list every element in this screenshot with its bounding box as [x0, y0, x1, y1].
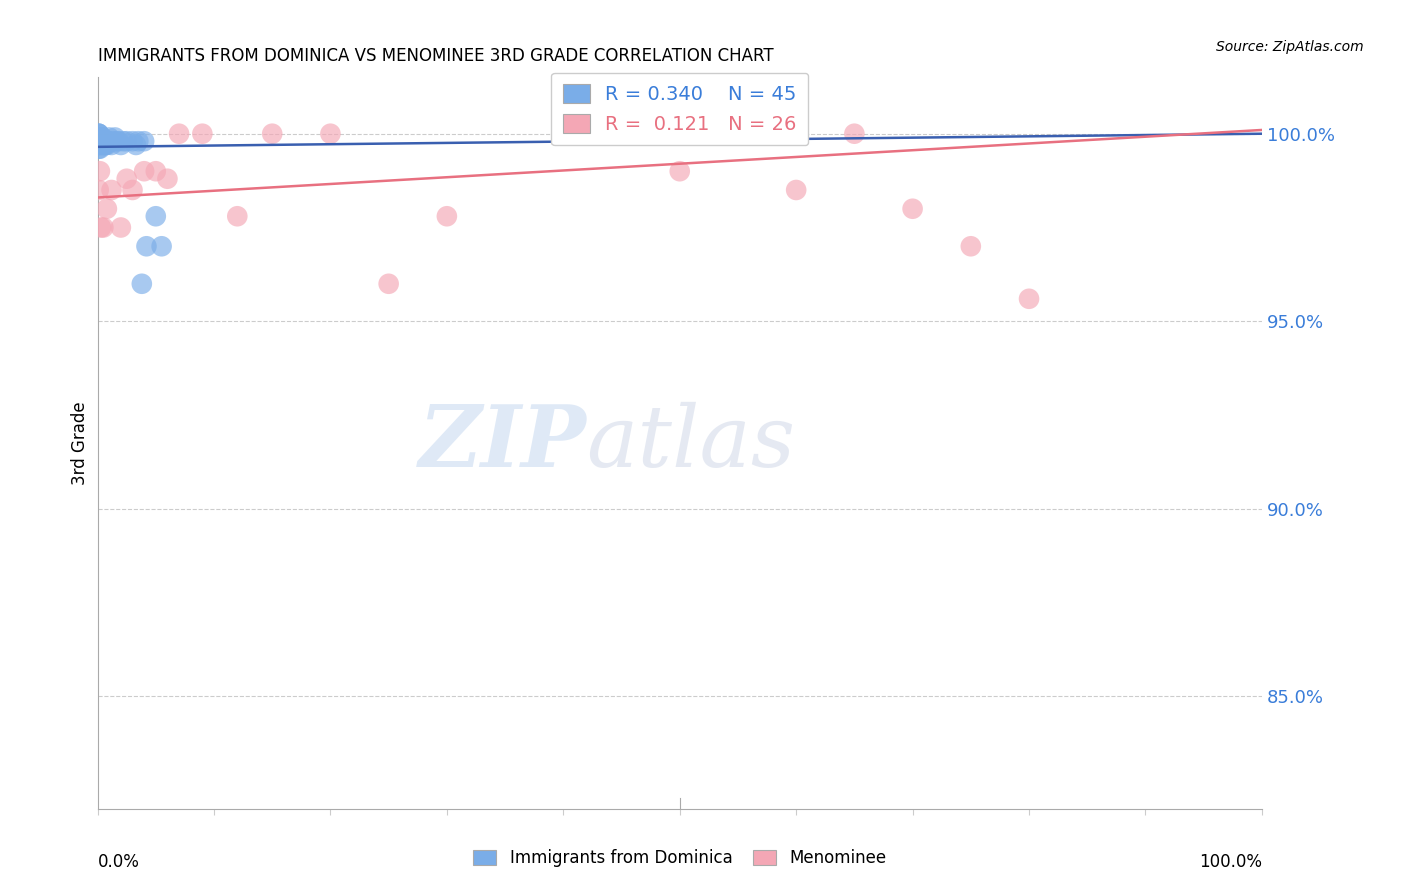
- Point: [226, 209, 249, 223]
- Point: [134, 164, 156, 178]
- Point: [135, 239, 157, 253]
- Text: IMMIGRANTS FROM DOMINICA VS MENOMINEE 3RD GRADE CORRELATION CHART: IMMIGRANTS FROM DOMINICA VS MENOMINEE 3R…: [97, 46, 773, 65]
- Point: [93, 134, 115, 148]
- Point: [553, 127, 575, 141]
- Point: [156, 171, 179, 186]
- Point: [436, 209, 458, 223]
- Point: [93, 138, 115, 153]
- Point: [377, 277, 399, 291]
- Point: [110, 220, 132, 235]
- Point: [145, 209, 167, 223]
- Point: [89, 130, 111, 145]
- Point: [145, 164, 167, 178]
- Point: [89, 130, 111, 145]
- Point: [97, 134, 120, 148]
- Point: [87, 127, 110, 141]
- Point: [96, 202, 118, 216]
- Point: [91, 130, 114, 145]
- Point: [93, 134, 115, 148]
- Point: [104, 130, 127, 145]
- Point: [121, 183, 143, 197]
- Point: [90, 134, 112, 148]
- Point: [100, 138, 122, 153]
- Point: [134, 134, 156, 148]
- Point: [93, 138, 115, 153]
- Point: [112, 134, 135, 148]
- Y-axis label: 3rd Grade: 3rd Grade: [72, 401, 89, 485]
- Text: Source: ZipAtlas.com: Source: ZipAtlas.com: [1216, 40, 1364, 54]
- Legend: Immigrants from Dominica, Menominee: Immigrants from Dominica, Menominee: [467, 843, 893, 874]
- Point: [121, 134, 143, 148]
- Point: [115, 171, 138, 186]
- Text: 100.0%: 100.0%: [1199, 853, 1263, 871]
- Point: [105, 134, 128, 148]
- Point: [101, 134, 124, 148]
- Point: [959, 239, 981, 253]
- Point: [901, 202, 924, 216]
- Point: [90, 130, 112, 145]
- Point: [87, 127, 110, 141]
- Point: [668, 164, 690, 178]
- Point: [87, 183, 110, 197]
- Point: [785, 183, 807, 197]
- Point: [107, 134, 129, 148]
- Point: [87, 142, 110, 156]
- Point: [110, 138, 132, 153]
- Point: [150, 239, 173, 253]
- Point: [87, 130, 110, 145]
- Text: 0.0%: 0.0%: [97, 853, 139, 871]
- Point: [127, 134, 149, 148]
- Point: [94, 138, 117, 153]
- Point: [96, 138, 118, 153]
- Point: [89, 130, 111, 145]
- Point: [87, 134, 110, 148]
- Point: [89, 138, 111, 153]
- Point: [93, 220, 115, 235]
- Point: [1018, 292, 1040, 306]
- Text: ZIP: ZIP: [419, 401, 586, 485]
- Point: [87, 138, 110, 153]
- Point: [96, 134, 118, 148]
- Point: [131, 277, 153, 291]
- Point: [90, 134, 112, 148]
- Point: [100, 183, 122, 197]
- Point: [844, 127, 866, 141]
- Point: [319, 127, 342, 141]
- Point: [87, 127, 110, 141]
- Point: [191, 127, 214, 141]
- Point: [89, 164, 111, 178]
- Point: [98, 130, 121, 145]
- Point: [167, 127, 190, 141]
- Point: [91, 130, 114, 145]
- Point: [90, 138, 112, 153]
- Point: [89, 142, 111, 156]
- Point: [262, 127, 284, 141]
- Point: [125, 138, 148, 153]
- Point: [90, 220, 112, 235]
- Point: [89, 134, 111, 148]
- Text: atlas: atlas: [586, 402, 796, 484]
- Point: [93, 134, 115, 148]
- Point: [115, 134, 138, 148]
